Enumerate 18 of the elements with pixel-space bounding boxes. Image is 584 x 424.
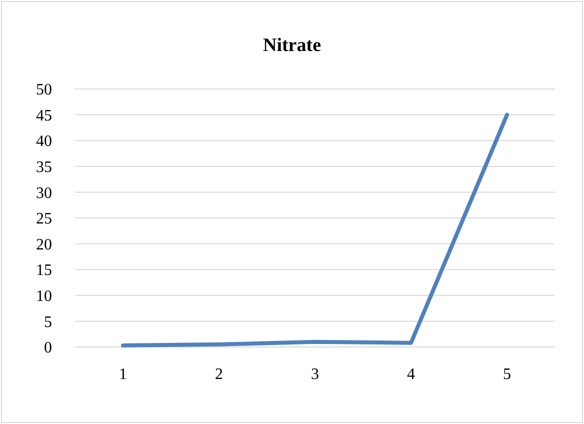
y-tick-label: 20 bbox=[36, 236, 52, 254]
y-tick-label: 5 bbox=[44, 314, 52, 331]
y-tick-label: 0 bbox=[44, 340, 52, 357]
y-tick-label: 35 bbox=[36, 159, 52, 176]
line-series bbox=[121, 112, 509, 348]
y-tick-label: 30 bbox=[36, 184, 52, 202]
y-tick-label: 15 bbox=[36, 262, 52, 280]
chart-title: Nitrate bbox=[262, 35, 322, 56]
x-tick-label: 3 bbox=[311, 366, 319, 383]
x-tick-label: 5 bbox=[503, 366, 511, 383]
y-tick-label: 45 bbox=[36, 107, 52, 124]
y-tick-label: 40 bbox=[36, 133, 52, 150]
x-tick-label: 4 bbox=[407, 366, 415, 383]
y-tick-label: 50 bbox=[36, 82, 52, 99]
x-tick-label: 1 bbox=[119, 366, 127, 383]
y-tick-label: 10 bbox=[36, 288, 52, 305]
x-tick-label: 2 bbox=[215, 366, 223, 383]
y-tick-label: 25 bbox=[36, 210, 52, 228]
